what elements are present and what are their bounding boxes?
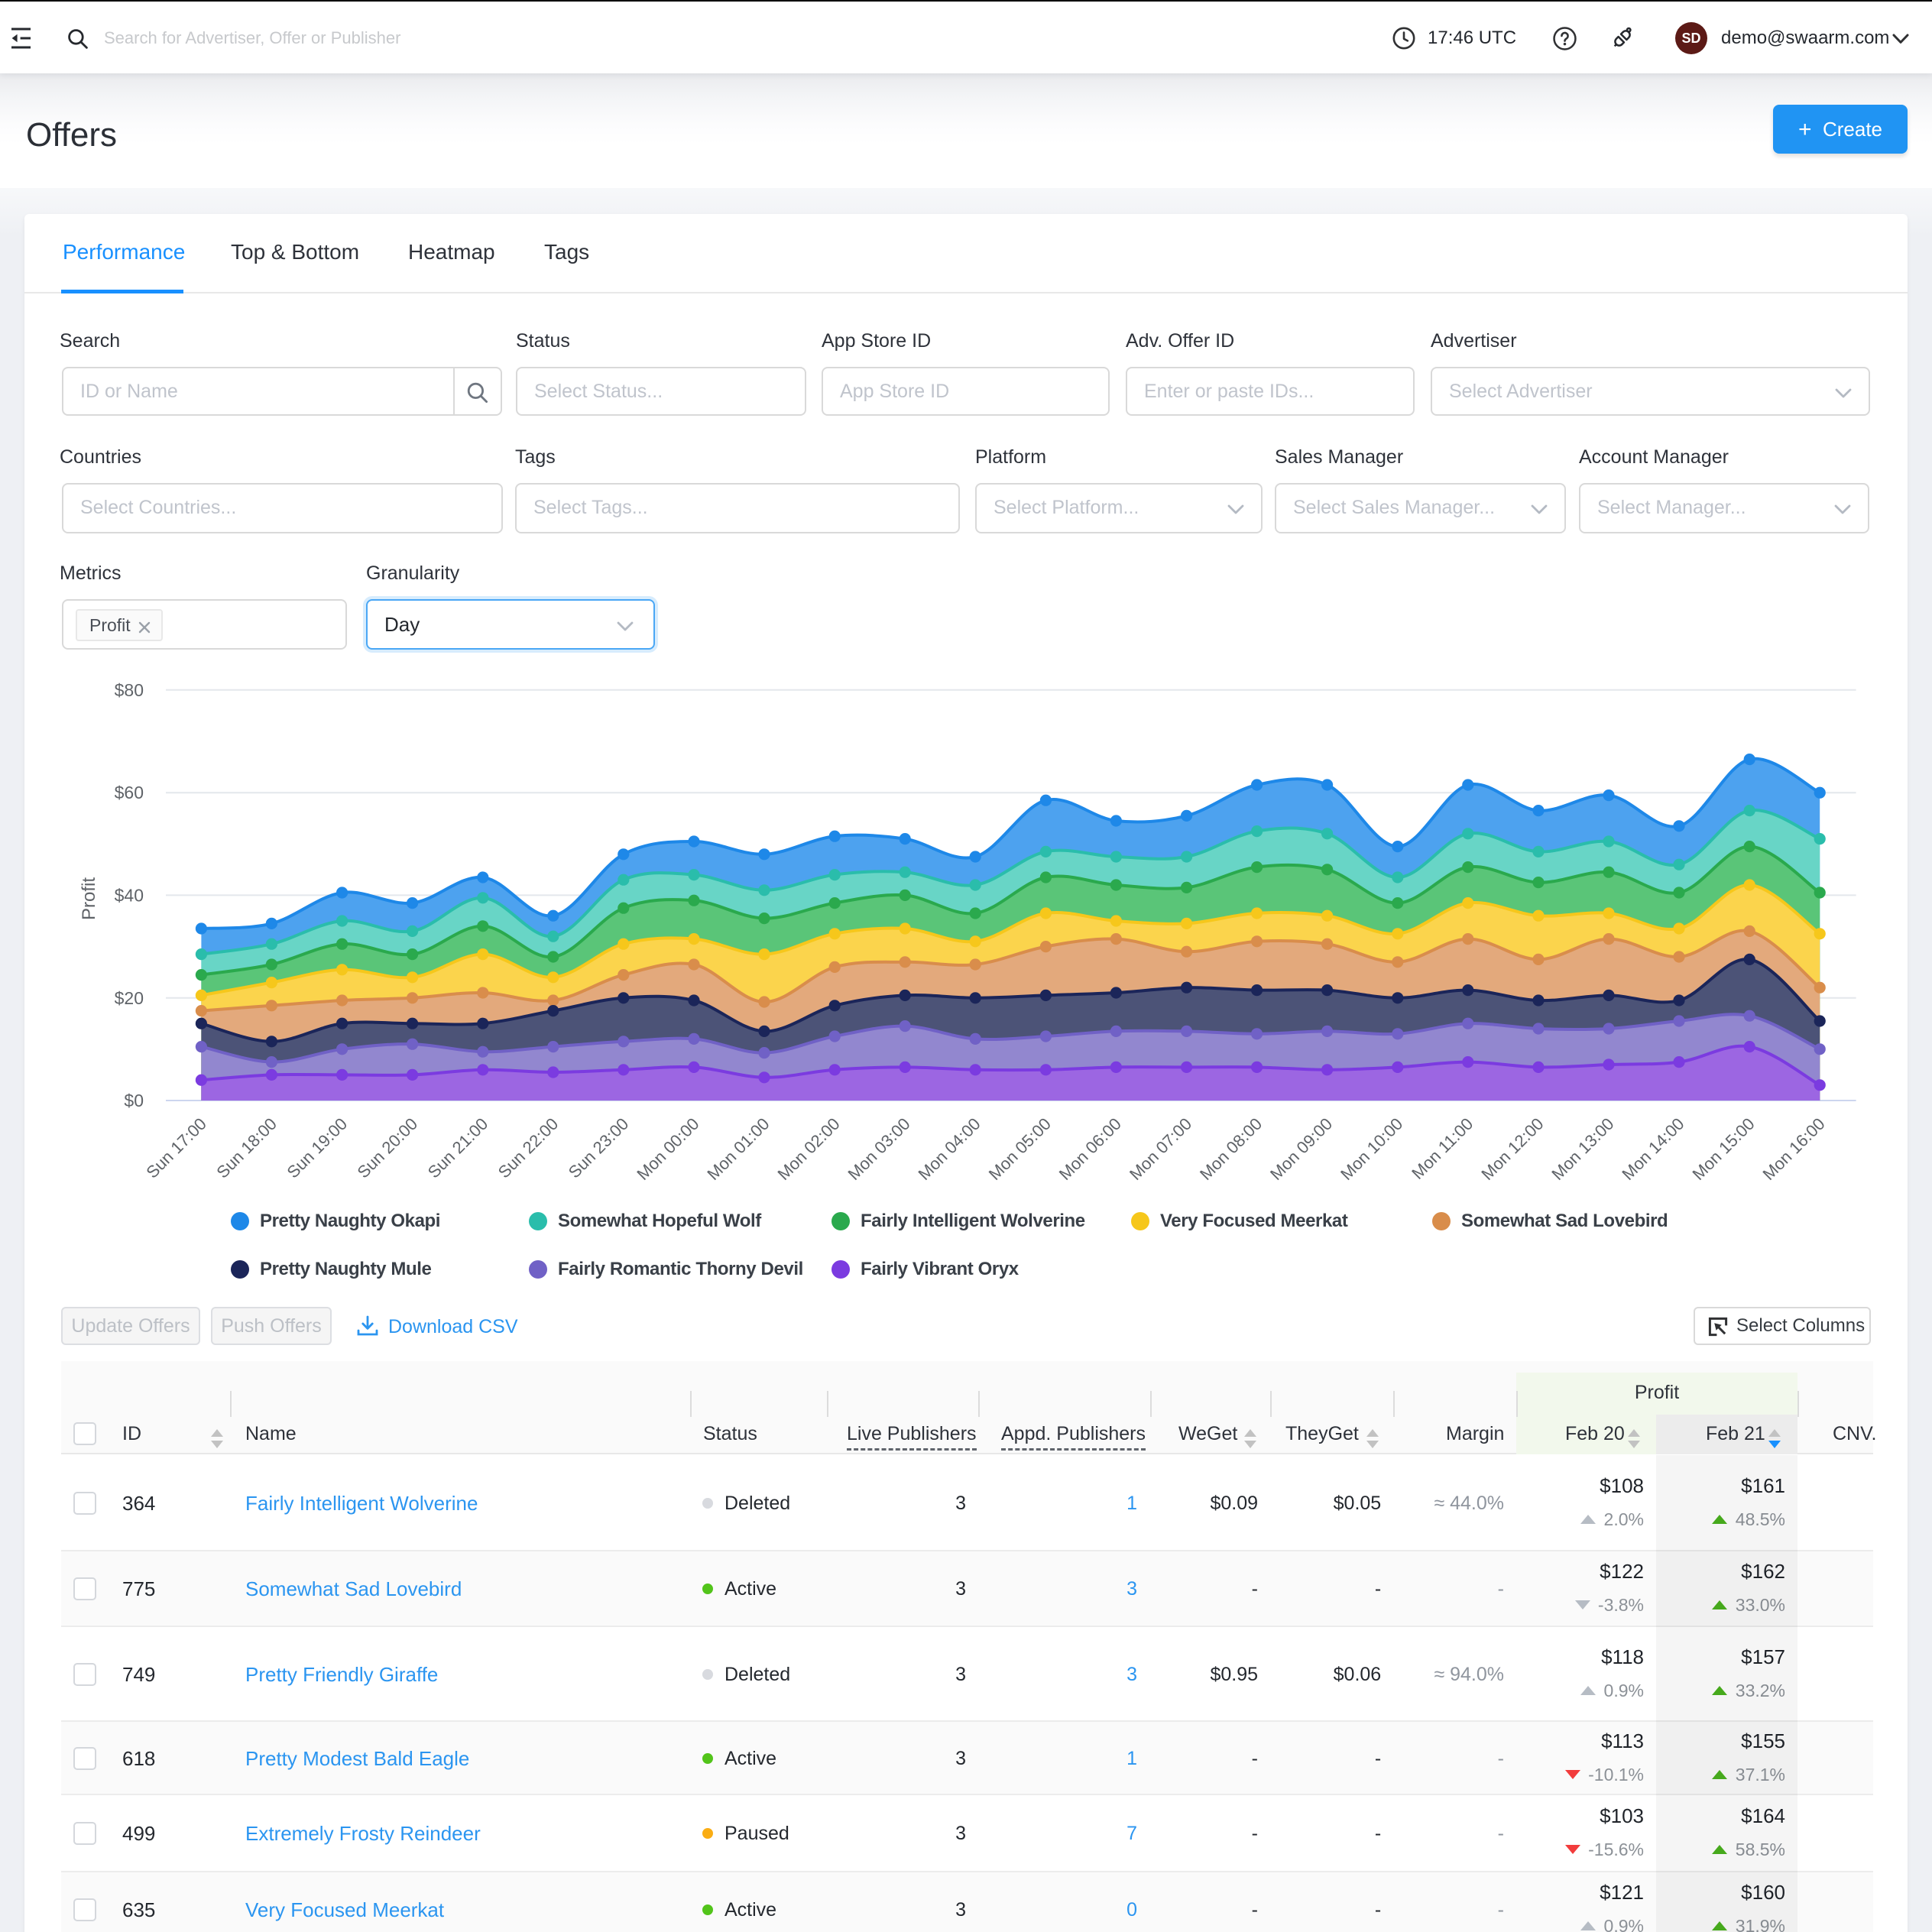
svg-text:$60: $60 xyxy=(115,783,144,802)
svg-text:Mon 09:00: Mon 09:00 xyxy=(1266,1114,1336,1184)
svg-text:$20: $20 xyxy=(115,988,144,1008)
svg-text:Mon 07:00: Mon 07:00 xyxy=(1126,1114,1195,1184)
svg-text:Mon 05:00: Mon 05:00 xyxy=(985,1114,1055,1184)
svg-text:Mon 02:00: Mon 02:00 xyxy=(774,1114,844,1184)
svg-text:Sun 18:00: Sun 18:00 xyxy=(212,1114,280,1182)
svg-text:Mon 04:00: Mon 04:00 xyxy=(915,1114,984,1184)
svg-text:Sun 20:00: Sun 20:00 xyxy=(354,1114,422,1182)
svg-text:Profit: Profit xyxy=(79,877,99,920)
svg-text:Mon 08:00: Mon 08:00 xyxy=(1196,1114,1266,1184)
svg-text:Sun 23:00: Sun 23:00 xyxy=(565,1114,633,1182)
svg-text:Mon 06:00: Mon 06:00 xyxy=(1055,1114,1125,1184)
svg-text:Mon 12:00: Mon 12:00 xyxy=(1477,1114,1547,1184)
svg-text:Mon 15:00: Mon 15:00 xyxy=(1689,1114,1759,1184)
svg-text:$80: $80 xyxy=(115,680,144,700)
svg-text:Mon 14:00: Mon 14:00 xyxy=(1618,1114,1687,1184)
svg-text:Mon 16:00: Mon 16:00 xyxy=(1759,1114,1829,1184)
svg-text:Sun 19:00: Sun 19:00 xyxy=(284,1114,352,1182)
svg-text:Mon 01:00: Mon 01:00 xyxy=(703,1114,773,1184)
svg-text:$0: $0 xyxy=(124,1091,144,1110)
svg-text:Sun 22:00: Sun 22:00 xyxy=(494,1114,562,1182)
svg-text:Mon 11:00: Mon 11:00 xyxy=(1408,1114,1477,1183)
svg-text:Mon 13:00: Mon 13:00 xyxy=(1548,1114,1617,1184)
svg-text:Mon 10:00: Mon 10:00 xyxy=(1337,1114,1406,1184)
svg-text:$40: $40 xyxy=(115,885,144,905)
svg-text:Sun 21:00: Sun 21:00 xyxy=(424,1114,492,1182)
svg-text:Mon 03:00: Mon 03:00 xyxy=(844,1114,914,1184)
svg-text:Mon 00:00: Mon 00:00 xyxy=(633,1114,702,1184)
svg-text:Sun 17:00: Sun 17:00 xyxy=(142,1114,210,1182)
